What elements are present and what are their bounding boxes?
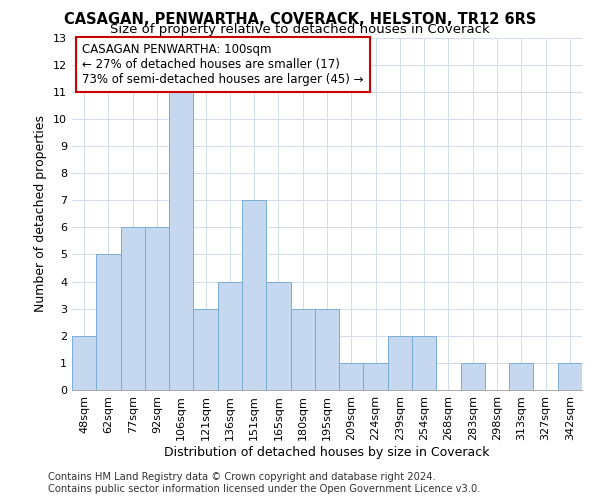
Bar [96,254,121,390]
Text: Contains HM Land Registry data © Crown copyright and database right 2024.
Contai: Contains HM Land Registry data © Crown c… [48,472,481,494]
Bar [218,282,242,390]
Bar [193,308,218,390]
Bar [242,200,266,390]
Bar [72,336,96,390]
Bar [461,363,485,390]
Bar [558,363,582,390]
Y-axis label: Number of detached properties: Number of detached properties [34,116,47,312]
Bar [290,308,315,390]
Bar [315,308,339,390]
Text: CASAGAN PENWARTHA: 100sqm
← 27% of detached houses are smaller (17)
73% of semi-: CASAGAN PENWARTHA: 100sqm ← 27% of detac… [82,43,364,86]
Bar [121,228,145,390]
X-axis label: Distribution of detached houses by size in Coverack: Distribution of detached houses by size … [164,446,490,458]
Bar [388,336,412,390]
Bar [509,363,533,390]
Bar [145,228,169,390]
Bar [364,363,388,390]
Bar [266,282,290,390]
Text: CASAGAN, PENWARTHA, COVERACK, HELSTON, TR12 6RS: CASAGAN, PENWARTHA, COVERACK, HELSTON, T… [64,12,536,28]
Bar [339,363,364,390]
Text: Size of property relative to detached houses in Coverack: Size of property relative to detached ho… [110,22,490,36]
Bar [412,336,436,390]
Bar [169,92,193,390]
